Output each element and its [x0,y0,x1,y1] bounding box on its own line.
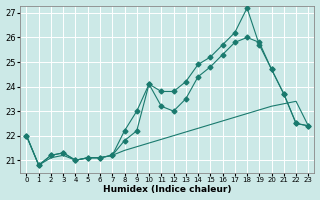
X-axis label: Humidex (Indice chaleur): Humidex (Indice chaleur) [103,185,232,194]
